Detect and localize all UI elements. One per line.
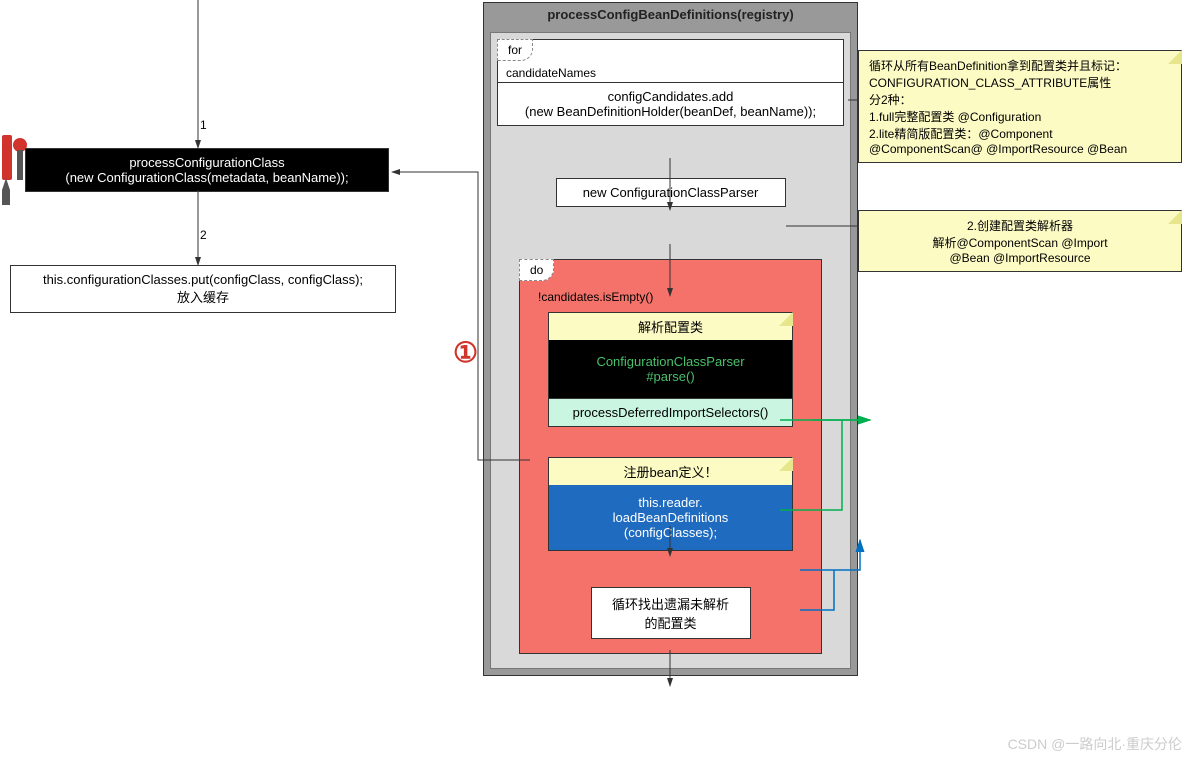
text: processConfigurationClass [36, 155, 378, 170]
circle-number-1: ① [453, 336, 478, 369]
text: loadBeanDefinitions [559, 510, 782, 525]
for-label: for [497, 39, 533, 61]
edge-label-1: 1 [200, 118, 207, 132]
text: @ComponentScan@ @ImportResource @Bean [869, 142, 1171, 156]
process-config-class-node: processConfigurationClass (new Configura… [25, 148, 389, 192]
register-title: 注册bean定义！ [549, 458, 792, 485]
config-candidates-node: configCandidates.add (new BeanDefinition… [498, 82, 843, 125]
for-block: for candidateNames configCandidates.add … [497, 39, 844, 126]
text: new ConfigurationClassParser [583, 185, 759, 200]
text: configCandidates.add [504, 89, 837, 104]
text: CONFIGURATION_CLASS_ATTRIBUTE属性 [869, 74, 1171, 91]
main-container: processConfigBeanDefinitions(registry) f… [483, 2, 858, 676]
text: (new BeanDefinitionHolder(beanDef, beanN… [504, 104, 837, 119]
text: 分2种： [869, 91, 1171, 108]
register-body: this.reader. loadBeanDefinitions (config… [549, 485, 792, 550]
text: (configClasses); [559, 525, 782, 540]
main-title: processConfigBeanDefinitions(registry) [484, 3, 857, 26]
text: 2.创建配置类解析器 [869, 217, 1171, 234]
inner-panel: for candidateNames configCandidates.add … [490, 32, 851, 669]
text: 循环找出遗漏未解析 [602, 594, 740, 613]
note-2: 2.创建配置类解析器 解析@ComponentScan @Import @Bea… [858, 210, 1182, 272]
process-deferred-node: processDeferredImportSelectors() [549, 398, 792, 426]
loop-find-node: 循环找出遗漏未解析 的配置类 [591, 587, 751, 639]
parse-block: 解析配置类 ConfigurationClassParser #parse() … [548, 312, 793, 427]
edge-label-2: 2 [200, 228, 207, 242]
text: 解析@ComponentScan @Import [869, 234, 1171, 251]
text: this.configurationClasses.put(configClas… [21, 272, 385, 287]
text: 2.lite精简版配置类：@Component [869, 125, 1171, 142]
register-block: 注册bean定义！ this.reader. loadBeanDefinitio… [548, 457, 793, 551]
text: @Bean @ImportResource [869, 251, 1171, 265]
text: ConfigurationClassParser [563, 354, 778, 369]
text: 1.full完整配置类 @Configuration [869, 108, 1171, 125]
text: 循环从所有BeanDefinition拿到配置类并且标记： [869, 57, 1171, 74]
text: #parse() [563, 369, 778, 384]
new-parser-node: new ConfigurationClassParser [556, 178, 786, 207]
text: (new ConfigurationClass(metadata, beanNa… [36, 170, 378, 185]
do-cond: !candidates.isEmpty() [534, 288, 807, 312]
do-container: do !candidates.isEmpty() 解析配置类 Configura… [519, 259, 822, 654]
tool-icon [0, 130, 28, 210]
text: 放入缓存 [21, 287, 385, 306]
parse-title: 解析配置类 [549, 313, 792, 340]
do-label: do [519, 259, 554, 281]
text: this.reader. [559, 495, 782, 510]
parse-body: ConfigurationClassParser #parse() [549, 340, 792, 398]
for-cond: candidateNames [498, 64, 843, 82]
watermark: CSDN @一路向北·重庆分伦 [1008, 734, 1182, 754]
text: 的配置类 [602, 613, 740, 632]
note-1: 循环从所有BeanDefinition拿到配置类并且标记： CONFIGURAT… [858, 50, 1182, 163]
put-cache-node: this.configurationClasses.put(configClas… [10, 265, 396, 313]
